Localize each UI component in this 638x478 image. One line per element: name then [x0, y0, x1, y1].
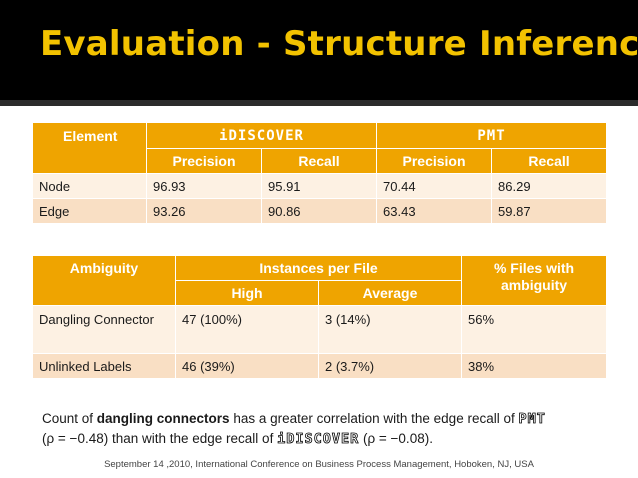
cell-value: 63.43 — [376, 198, 493, 224]
element-header: Element — [32, 122, 147, 174]
high-header: High — [175, 280, 319, 306]
results-table: Element iDISCOVER PMT Precision Recall P… — [32, 122, 608, 224]
cell-value: 59.87 — [491, 198, 608, 224]
note-bold: dangling connectors — [96, 411, 230, 426]
cell-value: 90.86 — [260, 198, 378, 224]
ambiguity-table: Ambiguity Instances per File % Files wit… — [32, 255, 607, 379]
row-label: Unlinked Labels — [32, 353, 176, 379]
row-label: Dangling Connector — [32, 305, 176, 354]
row-label: Node — [32, 173, 147, 199]
note-text: (ρ = −0.48) than with the edge recall of — [42, 431, 278, 446]
average-header: Average — [318, 280, 462, 306]
tool-name-pmt: PMT — [518, 411, 546, 428]
note-text: has a greater correlation with the edge … — [229, 411, 519, 426]
cell-value: 95.91 — [260, 173, 378, 199]
recall-header: Recall — [491, 148, 608, 174]
files-header: % Files with ambiguity — [461, 255, 607, 306]
precision-header: Precision — [146, 148, 262, 174]
row-label: Edge — [32, 198, 147, 224]
ambiguity-header: Ambiguity — [32, 255, 176, 306]
cell-value: 47 (100%) — [175, 305, 319, 354]
note-text: (ρ = −0.08). — [359, 431, 433, 446]
tool-header-idiscover: iDISCOVER — [145, 122, 378, 149]
precision-header: Precision — [376, 148, 493, 174]
table-row: Dangling Connector 47 (100%) 3 (14%) 56% — [32, 305, 607, 354]
cell-value: 2 (3.7%) — [318, 353, 462, 379]
tool-header-pmt: PMT — [376, 122, 608, 149]
cell-value: 3 (14%) — [318, 305, 462, 354]
table-row: Edge 93.26 90.86 63.43 59.87 — [32, 198, 608, 224]
recall-header: Recall — [260, 148, 378, 174]
correlation-note: Count of dangling connectors has a great… — [42, 409, 612, 449]
instances-header: Instances per File — [175, 255, 462, 281]
table-row: Node 96.93 95.91 70.44 86.29 — [32, 173, 608, 199]
footer: September 14 ,2010, International Confer… — [104, 459, 534, 470]
cell-value: 93.26 — [146, 198, 262, 224]
cell-value: 70.44 — [376, 173, 493, 199]
title-bar: Evaluation - Structure Inference — [0, 0, 638, 100]
slide-title: Evaluation - Structure Inference — [40, 24, 638, 64]
note-text: Count of — [42, 411, 97, 426]
table-row: Unlinked Labels 46 (39%) 2 (3.7%) 38% — [32, 353, 607, 379]
cell-value: 86.29 — [491, 173, 608, 199]
cell-value: 46 (39%) — [175, 353, 319, 379]
tool-name-idiscover: iDISCOVER — [277, 431, 360, 448]
cell-value: 38% — [461, 353, 607, 379]
accent-bar — [0, 100, 638, 106]
cell-value: 96.93 — [146, 173, 262, 199]
cell-value: 56% — [461, 305, 607, 354]
